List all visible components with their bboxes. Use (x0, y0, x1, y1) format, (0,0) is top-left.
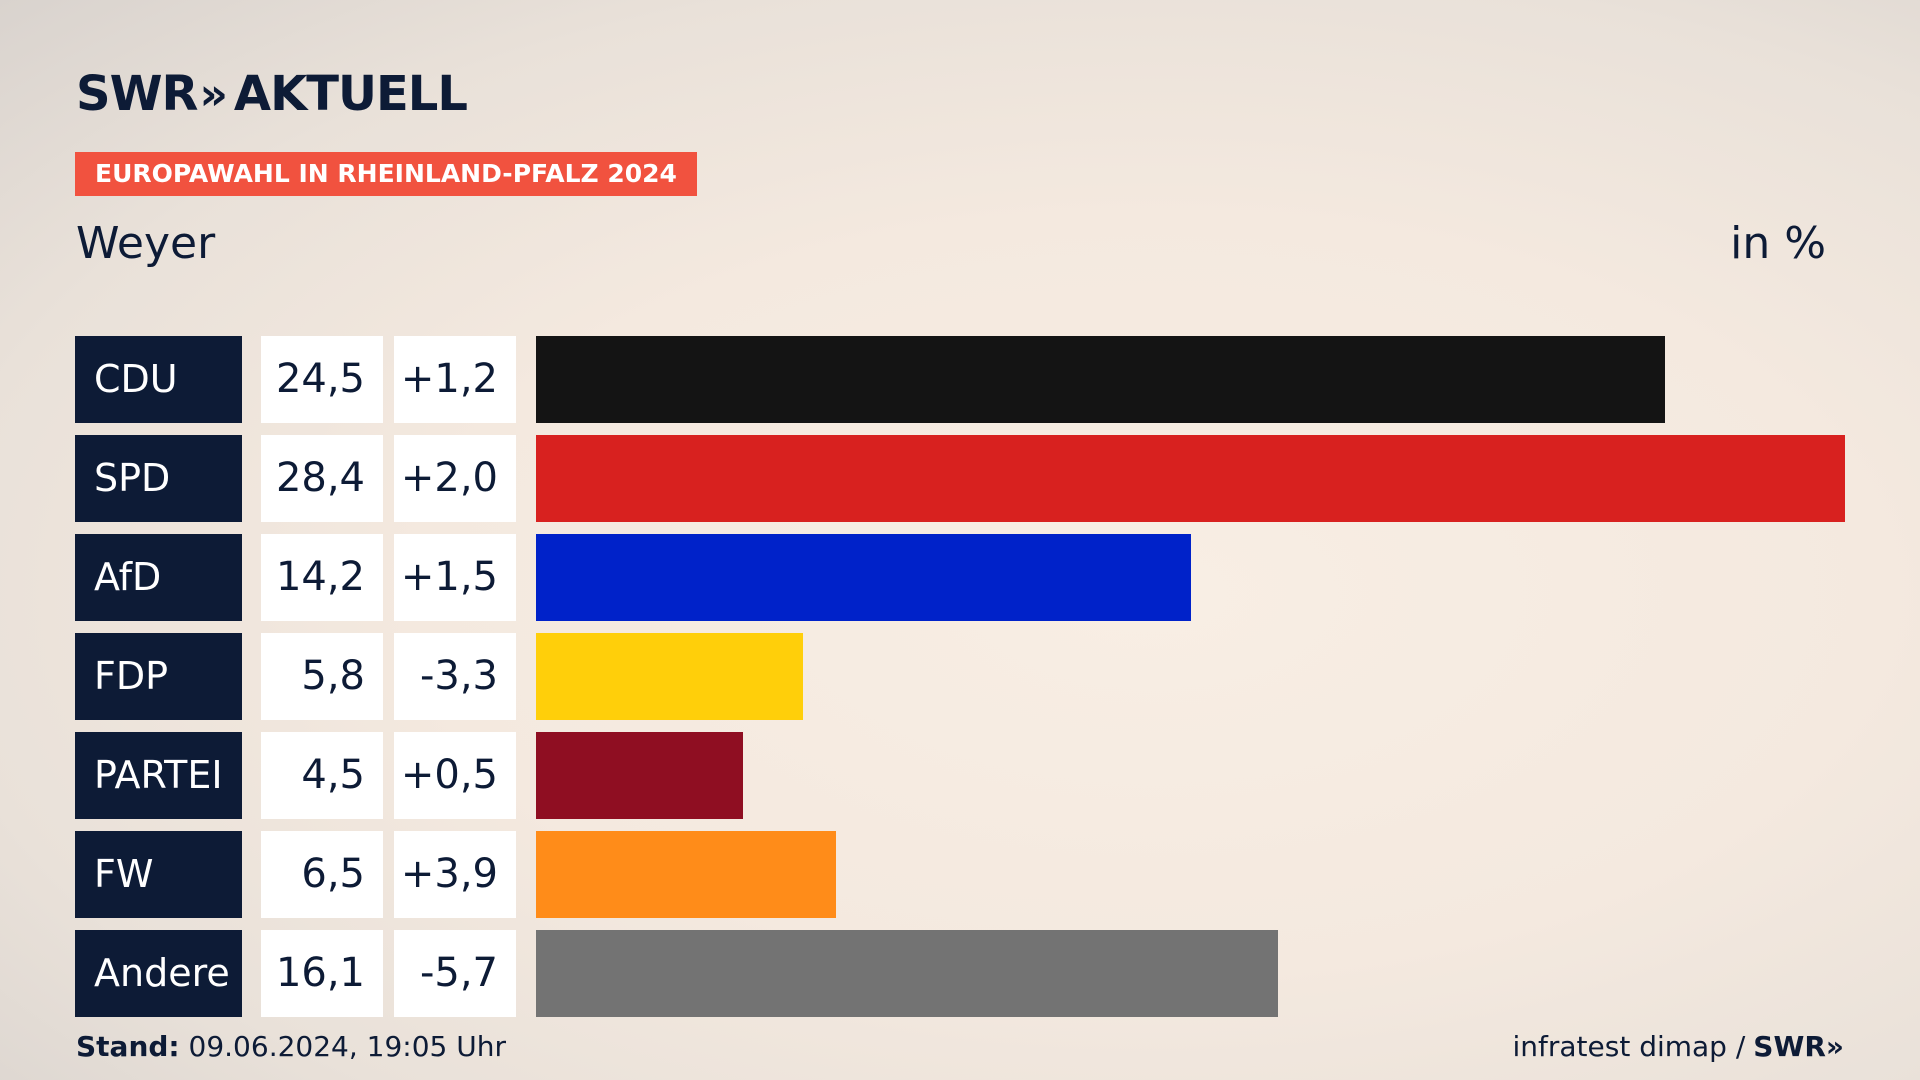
value-label: 16,1 (261, 930, 383, 1017)
place-title: Weyer (76, 218, 216, 269)
bar-row-andere: Andere 16,1 -5,7 (75, 930, 1875, 1017)
party-label: PARTEI (75, 732, 242, 819)
bar-partei (536, 732, 743, 819)
stand-label: Stand: (76, 1030, 180, 1063)
diff-label: -3,3 (394, 633, 516, 720)
diff-label: +2,0 (394, 435, 516, 522)
source-text: infratest dimap / (1512, 1030, 1746, 1063)
diff-label: +0,5 (394, 732, 516, 819)
party-label: AfD (75, 534, 242, 621)
party-label: FDP (75, 633, 242, 720)
bar-afd (536, 534, 1191, 621)
source-brand: SWR» (1753, 1030, 1844, 1063)
value-label: 14,2 (261, 534, 383, 621)
value-label: 24,5 (261, 336, 383, 423)
logo-brand: SWR (76, 66, 198, 122)
value-label: 6,5 (261, 831, 383, 918)
bar-fw (536, 831, 836, 918)
diff-label: -5,7 (394, 930, 516, 1017)
diff-label: +1,2 (394, 336, 516, 423)
party-label: CDU (75, 336, 242, 423)
bar-row-partei: PARTEI 4,5 +0,5 (75, 732, 1875, 819)
bar-spd (536, 435, 1845, 522)
logo-suffix: AKTUELL (233, 66, 468, 122)
value-label: 28,4 (261, 435, 383, 522)
bar-row-afd: AfD 14,2 +1,5 (75, 534, 1875, 621)
bar-row-fw: FW 6,5 +3,9 (75, 831, 1875, 918)
bar-cdu (536, 336, 1665, 423)
bar-row-fdp: FDP 5,8 -3,3 (75, 633, 1875, 720)
diff-label: +3,9 (394, 831, 516, 918)
election-tag: EUROPAWAHL IN RHEINLAND-PFALZ 2024 (75, 152, 697, 196)
logo-chevrons: » (199, 68, 228, 120)
party-label: FW (75, 831, 242, 918)
source-credit: infratest dimap / SWR» (1512, 1030, 1844, 1063)
party-label: Andere (75, 930, 242, 1017)
bar-row-cdu: CDU 24,5 +1,2 (75, 336, 1875, 423)
swr-aktuell-logo: SWR » AKTUELL (76, 64, 468, 124)
stand-value: 09.06.2024, 19:05 Uhr (188, 1030, 506, 1063)
timestamp: Stand: 09.06.2024, 19:05 Uhr (76, 1030, 506, 1063)
unit-label: in % (1730, 218, 1826, 269)
diff-label: +1,5 (394, 534, 516, 621)
bar-andere (536, 930, 1278, 1017)
bar-row-spd: SPD 28,4 +2,0 (75, 435, 1875, 522)
value-label: 4,5 (261, 732, 383, 819)
bar-fdp (536, 633, 803, 720)
value-label: 5,8 (261, 633, 383, 720)
party-label: SPD (75, 435, 242, 522)
